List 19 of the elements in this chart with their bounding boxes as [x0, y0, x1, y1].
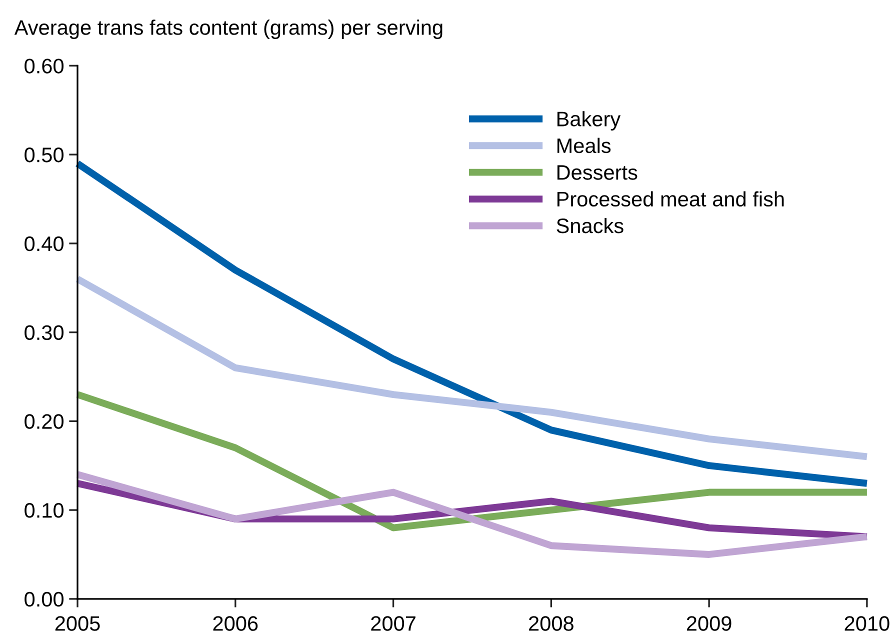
legend-label: Bakery — [557, 111, 621, 131]
y-tick-label: 0.20 — [24, 414, 64, 429]
x-tick-label: 2008 — [529, 616, 574, 631]
y-tick-label: 0.50 — [24, 148, 64, 162]
x-tick-label: 2006 — [213, 616, 258, 631]
x-tick-label: 2005 — [55, 616, 100, 631]
legend-label: Processed meat and fish — [557, 191, 784, 207]
legend-label: Snacks — [556, 218, 624, 234]
y-tick-label: 0.30 — [24, 325, 64, 340]
legend-label: Desserts — [557, 165, 638, 180]
x-tick-label: 2009 — [686, 616, 732, 631]
y-tick-label: 0.40 — [24, 236, 64, 252]
x-tick-label: 2010 — [844, 616, 890, 631]
y-tick-label: 0.00 — [24, 592, 64, 607]
y-axis-title: Average trans fats content (grams) per serving — [14, 20, 442, 40]
x-tick-label: 2007 — [371, 616, 416, 631]
y-tick-label: 0.10 — [24, 503, 64, 518]
legend-label: Meals — [557, 138, 611, 154]
y-tick-label: 0.60 — [24, 58, 64, 74]
